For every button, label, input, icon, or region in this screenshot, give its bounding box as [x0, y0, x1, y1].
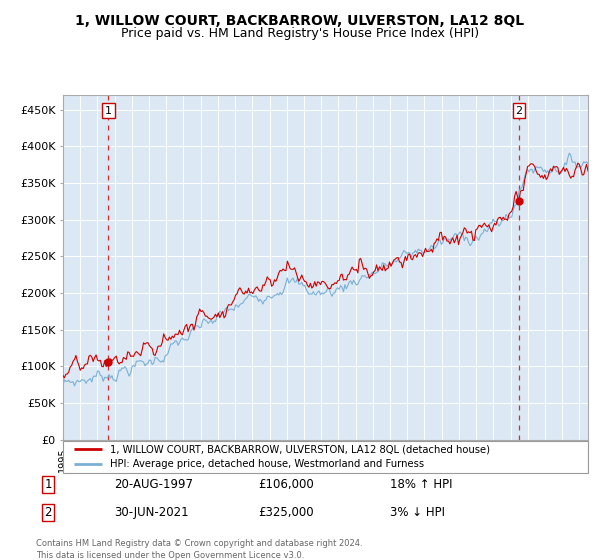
Text: 1, WILLOW COURT, BACKBARROW, ULVERSTON, LA12 8QL: 1, WILLOW COURT, BACKBARROW, ULVERSTON, … [76, 14, 524, 28]
Text: Price paid vs. HM Land Registry's House Price Index (HPI): Price paid vs. HM Land Registry's House … [121, 27, 479, 40]
Text: 1, WILLOW COURT, BACKBARROW, ULVERSTON, LA12 8QL (detached house): 1, WILLOW COURT, BACKBARROW, ULVERSTON, … [110, 445, 490, 455]
Text: HPI: Average price, detached house, Westmorland and Furness: HPI: Average price, detached house, West… [110, 459, 424, 469]
Text: 30-JUN-2021: 30-JUN-2021 [114, 506, 188, 519]
Text: 1: 1 [105, 106, 112, 116]
Text: 2: 2 [515, 106, 523, 116]
Text: 2: 2 [44, 506, 52, 519]
Text: 18% ↑ HPI: 18% ↑ HPI [390, 478, 452, 491]
Text: £325,000: £325,000 [258, 506, 314, 519]
Text: 3% ↓ HPI: 3% ↓ HPI [390, 506, 445, 519]
Text: 20-AUG-1997: 20-AUG-1997 [114, 478, 193, 491]
Text: £106,000: £106,000 [258, 478, 314, 491]
Text: 1: 1 [44, 478, 52, 491]
Text: Contains HM Land Registry data © Crown copyright and database right 2024.
This d: Contains HM Land Registry data © Crown c… [36, 539, 362, 559]
